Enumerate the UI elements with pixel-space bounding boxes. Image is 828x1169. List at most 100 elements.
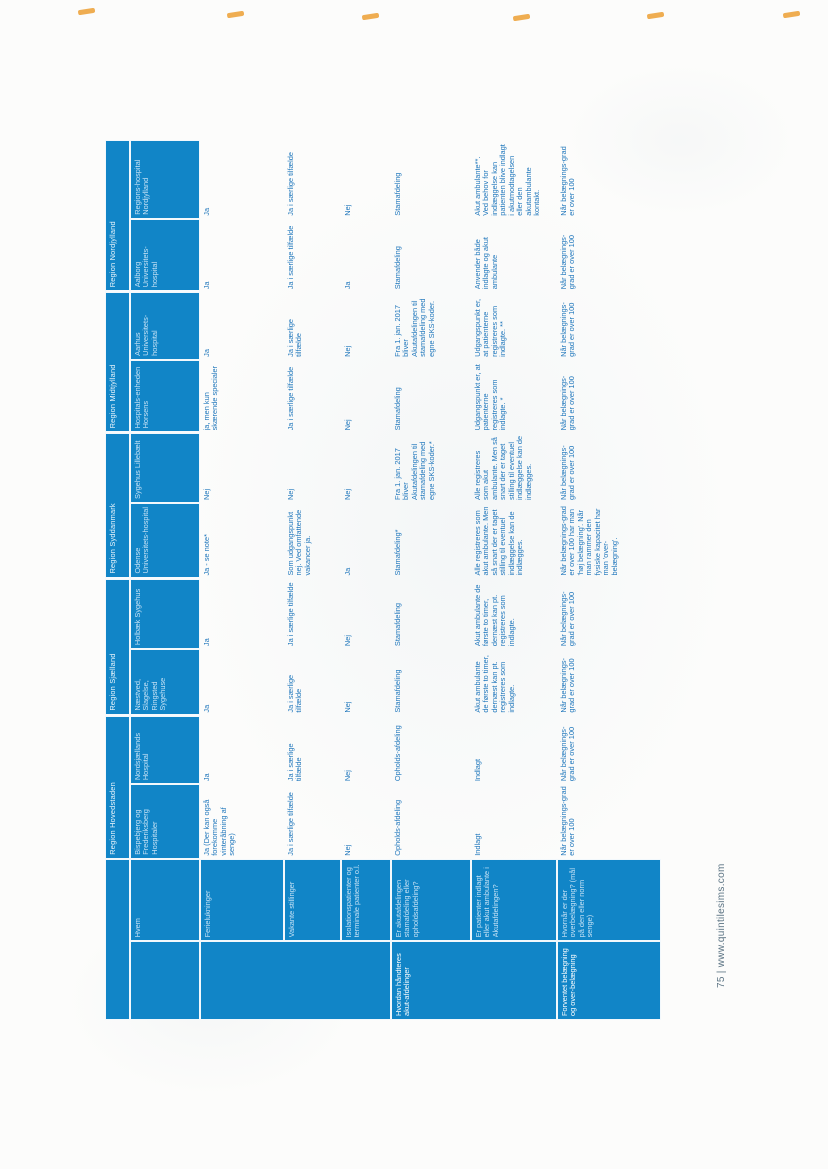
region-header-row: Region Hovedstaden Region Sjælland Region … bbox=[105, 140, 130, 1020]
data-cell-text: Udgangspunkt er, at patienterne registre… bbox=[474, 298, 508, 357]
hospital-header-cell-text: Nordsjællands Hospital bbox=[134, 732, 151, 781]
region-header-cell-text: Region Hovedstaden bbox=[109, 782, 117, 855]
data-cell: Alle registreres som akut ambulante. Men… bbox=[471, 503, 557, 579]
table-row: Ferielukninger Ja (Der kan også forekomme… bbox=[200, 140, 391, 1020]
data-cell: Stamafdeling* bbox=[391, 503, 471, 579]
data-cell: Stamafdeling bbox=[391, 579, 471, 650]
data-cell: Ja bbox=[341, 219, 391, 293]
row-label-cell-text: Er patienter indlagt eller akut ambulant… bbox=[475, 867, 500, 938]
hospital-header-cell: Aalborg Universitets-hospital bbox=[130, 218, 200, 293]
data-cell-text: Opholds-afdeling bbox=[394, 725, 402, 782]
hospital-header-cell: Regions-hospital Nordjylland bbox=[130, 140, 200, 219]
data-cell: Nej bbox=[284, 433, 341, 503]
row-group-cell-text: Hvordan håndteres akut-afdelinger bbox=[395, 953, 412, 1016]
page-footer: 75 | www.quintilesims.com bbox=[716, 863, 727, 988]
highlight-mark bbox=[512, 13, 531, 21]
table-row: Isolationspatienter og terminale patient… bbox=[341, 140, 391, 1020]
data-cell-text: Når belægnings-grad er over 100 bbox=[560, 234, 577, 290]
data-cell: Ja i særlige tilfælde bbox=[284, 140, 341, 219]
data-cell: Fra 1. jan. 2017 bliver Akutafdelingen t… bbox=[391, 433, 471, 503]
data-cell-text: Akut ambulante de første to timer, dernæ… bbox=[474, 584, 516, 647]
row-label-cell-text: Isolationspatienter og terminale patient… bbox=[345, 864, 362, 938]
data-cell: Nej bbox=[341, 292, 391, 360]
data-cell: Nej bbox=[341, 140, 391, 219]
data-cell: ja, men kun skærende specialer bbox=[200, 360, 284, 434]
data-cell-text: Ja i særlige tilfælde bbox=[287, 152, 295, 216]
data-cell: Ja i særlige tilfælde bbox=[284, 579, 341, 650]
data-cell-text: Ja (Der kan også forekomme vinteråbning … bbox=[203, 799, 237, 856]
data-cell: Ja i særlige tilfælde bbox=[284, 649, 341, 716]
data-cell-text: Udgangspunkt er, at patienterne registre… bbox=[474, 364, 508, 431]
data-cell-text: Indlagt bbox=[474, 758, 482, 782]
data-cell: Når belægnings-grad er over 100 bbox=[557, 784, 661, 859]
data-cell: Ja i særlige tilfælde bbox=[284, 784, 341, 859]
region-header-cell: Region Sjælland bbox=[105, 578, 130, 716]
data-cell-text: Ja bbox=[344, 281, 352, 290]
data-cell: Indlagt bbox=[471, 784, 557, 859]
survey-table-body: Region Hovedstaden Region Sjælland Region … bbox=[105, 140, 661, 1020]
hospital-header-cell-text: Næstved, Slagelse, Ringsted Sygehuse bbox=[134, 677, 168, 711]
region-header-cell: Region Syddanmark bbox=[105, 433, 130, 579]
hvem-row: Hvem Bispebjerg og Frederiksberg Hospital… bbox=[130, 140, 200, 1020]
row-label-cell-text: Ferielukninger bbox=[204, 890, 212, 938]
data-cell: Anvender både indlagte og akut ambulante bbox=[471, 219, 557, 293]
data-cell: Ja i særlige tilfælde bbox=[284, 292, 341, 360]
data-cell-text: Som udgangspunkt nej. Ved omfattende vak… bbox=[287, 509, 312, 576]
data-cell-text: Ja bbox=[203, 704, 211, 713]
hospital-header-cell: Aarhus Universitets-hospital bbox=[130, 292, 200, 360]
hospital-header-cell-text: Aarhus Universitets-hospital bbox=[134, 314, 159, 356]
data-cell: Stamafdeling bbox=[391, 140, 471, 219]
data-cell: Når belægnings-grad er over 100 bbox=[557, 579, 661, 650]
region-header-cell: Region Midtjylland bbox=[105, 292, 130, 434]
data-cell-text: Ja i særlige tilfælde bbox=[287, 225, 295, 290]
data-cell-text: Ja i særlige tilfælde bbox=[287, 743, 304, 782]
data-cell: Nej bbox=[341, 433, 391, 503]
data-cell: Opholds-afdeling bbox=[391, 716, 471, 785]
data-cell-text: Indlagt bbox=[474, 833, 482, 856]
rotated-table-container: Region Hovedstaden Region Sjælland Region … bbox=[105, 140, 661, 1020]
data-cell-text: Ja bbox=[344, 567, 352, 576]
data-cell: Akut ambulante**. Ved behov for indlægge… bbox=[471, 140, 557, 219]
table-row: Er patienter indlagt eller akut ambulant… bbox=[471, 140, 557, 1020]
data-cell-text: Nej bbox=[344, 635, 352, 647]
data-cell-text: Når belægnings-grad er over 100 bbox=[560, 657, 577, 713]
row-label-cell-text: Hvem bbox=[134, 918, 142, 938]
data-cell-text: Når belægnings-grad er over 100 bbox=[560, 786, 577, 856]
data-cell-text: Når belægnings-grad er over 100 bbox=[560, 146, 577, 216]
row-label-cell: Er patienter indlagt eller akut ambulant… bbox=[471, 858, 557, 942]
data-cell-text: Ja bbox=[203, 773, 211, 782]
data-cell-text: Nej bbox=[344, 844, 352, 856]
hospital-header-cell-text: Aalborg Universitets-hospital bbox=[134, 246, 159, 288]
data-cell-text: Når belægnings-grad er over 100 bbox=[560, 375, 577, 431]
data-cell: Ja i særlige tilfælde bbox=[284, 360, 341, 434]
row-group-cell-text: Forventet belægning og over-belægning bbox=[561, 948, 578, 1016]
data-cell: Stamafdeling bbox=[391, 649, 471, 716]
data-cell-text: Ja i særlige tilfælde bbox=[287, 319, 304, 357]
data-cell-text: Akut ambulante de første to timer, dernæ… bbox=[474, 655, 516, 713]
data-cell-text: Alle registreres som akut ambulante. Men… bbox=[474, 435, 533, 500]
data-cell-text: Nej bbox=[344, 204, 352, 216]
data-cell: Når belægnings-grad er over 100 bbox=[557, 360, 661, 434]
region-header-cell-text: Region Nordjylland bbox=[109, 221, 117, 288]
data-cell-text: Nej bbox=[344, 345, 352, 357]
data-cell-text: Stamafdeling bbox=[394, 669, 402, 713]
data-cell-text: Fra 1. jan. 2017 bliver Akutafdelingen t… bbox=[394, 298, 436, 357]
row-label-cell: Hvem bbox=[130, 858, 200, 942]
data-cell: Ja bbox=[200, 292, 284, 360]
data-cell: Ja i særlige tilfælde bbox=[284, 716, 341, 785]
data-cell-text: Stamafdeling bbox=[394, 172, 402, 216]
table-row: Vakante stillinger Ja i særlige tilfælde J… bbox=[284, 140, 341, 1020]
data-cell-text: Anvender både indlagte og akut ambulante bbox=[474, 237, 499, 290]
data-cell: Stamafdeling bbox=[391, 360, 471, 434]
corner-cell bbox=[105, 858, 130, 1020]
data-cell-text: Stamafdeling* bbox=[394, 529, 402, 576]
data-cell: Udgangspunkt er, at patienterne registre… bbox=[471, 292, 557, 360]
data-cell: Ja bbox=[200, 716, 284, 785]
data-cell: Som udgangspunkt nej. Ved omfattende vak… bbox=[284, 503, 341, 579]
row-group-cell bbox=[200, 941, 391, 1020]
data-cell-text: Nej bbox=[344, 701, 352, 713]
data-cell: Nej bbox=[200, 433, 284, 503]
data-cell: Nej bbox=[341, 716, 391, 785]
data-cell-text: Når belægnings-grad er over 100 har man … bbox=[560, 506, 619, 576]
data-cell-text: Ja i særlige tilfælde bbox=[287, 792, 295, 856]
